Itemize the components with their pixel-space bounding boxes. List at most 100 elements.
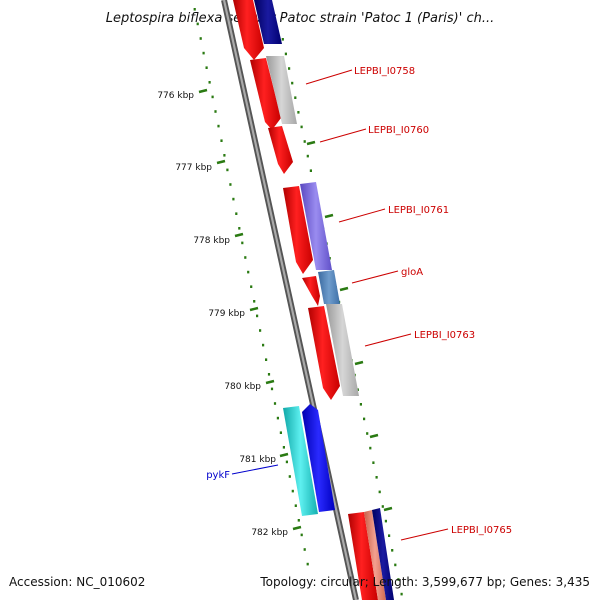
ruler-dot [202, 51, 205, 55]
tick-777: 777 kbp [175, 159, 226, 173]
ruler-dot [394, 563, 397, 567]
ruler-dot [285, 460, 288, 464]
ruler-dot [193, 8, 196, 11]
ruler-dot [259, 329, 262, 332]
ruler-dot [375, 476, 378, 479]
gene-label-lepbi-i0760[interactable]: LEPBI_I0760 [319, 125, 429, 143]
cds-grey[interactable] [266, 56, 297, 124]
cds-purple[interactable] [300, 182, 332, 270]
ruler-dot [267, 373, 271, 376]
ruler-dot [262, 343, 265, 347]
map-title: Leptospira biflexa serovar Patoc strain … [106, 11, 494, 26]
ruler-dot [279, 431, 282, 434]
tick-780: 780 kbp [224, 379, 275, 392]
ruler-dot [270, 387, 274, 391]
cds-forward[interactable] [308, 306, 340, 400]
gene-label-text[interactable]: pykF [206, 470, 230, 481]
ruler-dot [359, 403, 362, 406]
ruler-dot [388, 534, 391, 537]
ruler-dot [297, 519, 300, 522]
ruler-dot [294, 96, 297, 99]
tick-label: 779 kbp [208, 309, 245, 319]
gene-label-lepbi-i0763[interactable]: LEPBI_I0763 [364, 330, 475, 347]
ruler-dot [220, 139, 223, 142]
ruler-dot [208, 81, 211, 84]
ruler-dot [241, 241, 244, 245]
ruler-dot [211, 95, 214, 99]
tick-779: 779 kbp [208, 306, 259, 319]
gene-label-text[interactable]: LEPBI_I0760 [368, 125, 429, 136]
cds-forward[interactable] [268, 126, 293, 174]
tick-label: 776 kbp [157, 91, 194, 101]
cds-navy[interactable] [254, 0, 282, 44]
gene-label-lepbi-i0761[interactable]: LEPBI_I0761 [338, 205, 449, 223]
cds-cyan[interactable] [283, 406, 318, 516]
gene-label-gloa[interactable]: gloA [351, 267, 423, 284]
ruler-dot [300, 533, 303, 537]
ruler-dot [397, 578, 400, 581]
gene-label-pykf[interactable]: pykF [206, 464, 279, 481]
summary-text: Topology: circular; Length: 3,599,677 bp… [259, 575, 590, 589]
ruler-dot [303, 548, 306, 551]
tick-label: 782 kbp [251, 528, 288, 538]
ruler-dot [273, 402, 277, 405]
ruler-dot [297, 111, 300, 114]
gene-label-lepbi-i0765[interactable]: LEPBI_I0765 [400, 525, 512, 541]
ruler-dot [294, 504, 297, 507]
ruler-dot [205, 66, 208, 69]
ruler-dot [281, 38, 284, 41]
cds-forward[interactable] [283, 186, 313, 274]
ruler-dot [217, 124, 220, 128]
ruler-dot [238, 227, 241, 230]
ruler-dot [400, 592, 403, 596]
ruler-dot [282, 446, 285, 449]
ruler-dot [369, 446, 372, 450]
ruler-dot [276, 416, 279, 420]
genome-backbone-highlight [222, 0, 358, 600]
cds-forward[interactable] [348, 512, 378, 600]
cds-forward[interactable] [233, 0, 264, 60]
ruler-dot [256, 314, 259, 318]
cds-reverse[interactable] [302, 404, 335, 512]
ruler-dots [193, 8, 309, 566]
gene-label-text[interactable]: LEPBI_I0758 [354, 66, 415, 77]
cds-salmon[interactable] [364, 510, 386, 600]
ruler-dot [291, 489, 294, 493]
tick-label: 778 kbp [193, 236, 230, 246]
cds-forward[interactable] [250, 58, 281, 130]
tick-782: 782 kbp [251, 525, 302, 538]
tick-776: 776 kbp [157, 88, 208, 101]
gene-label-text[interactable]: LEPBI_I0765 [451, 525, 512, 536]
ruler-dot [381, 505, 384, 508]
ruler-dot [232, 197, 235, 201]
ruler-dot [247, 270, 250, 274]
ruler-dot [288, 67, 291, 70]
cds-steelblue[interactable] [318, 270, 340, 304]
ruler-dot [223, 154, 226, 157]
tick-781: 781 kbp [239, 452, 289, 465]
gene-label-text[interactable]: LEPBI_I0761 [388, 205, 449, 216]
ruler-dot [372, 461, 375, 464]
ruler-dot [284, 52, 287, 56]
accession-text: Accession: NC_010602 [9, 575, 145, 589]
ruler-dot [253, 300, 256, 303]
gene-label-lepbi-i0758[interactable]: LEPBI_I0758 [305, 66, 415, 85]
tick-label: 780 kbp [224, 382, 261, 392]
ruler-dot [199, 37, 202, 40]
ruler-dot [235, 212, 238, 215]
ruler-dot [303, 140, 306, 143]
ruler-dot [309, 169, 312, 172]
gene-track [233, 0, 394, 600]
gene-label-text[interactable]: LEPBI_I0763 [414, 330, 475, 341]
ruler-dot [226, 168, 229, 172]
ruler-dot [288, 475, 291, 478]
cds-forward[interactable] [302, 276, 320, 306]
cds-navy[interactable] [372, 508, 394, 600]
ruler-dot [214, 110, 217, 113]
cds-grey[interactable] [326, 304, 359, 396]
gene-label-text[interactable]: gloA [401, 267, 423, 278]
tick-778: 778 kbp [193, 232, 244, 246]
tick-label: 781 kbp [239, 455, 276, 465]
ruler-dot [384, 519, 387, 523]
